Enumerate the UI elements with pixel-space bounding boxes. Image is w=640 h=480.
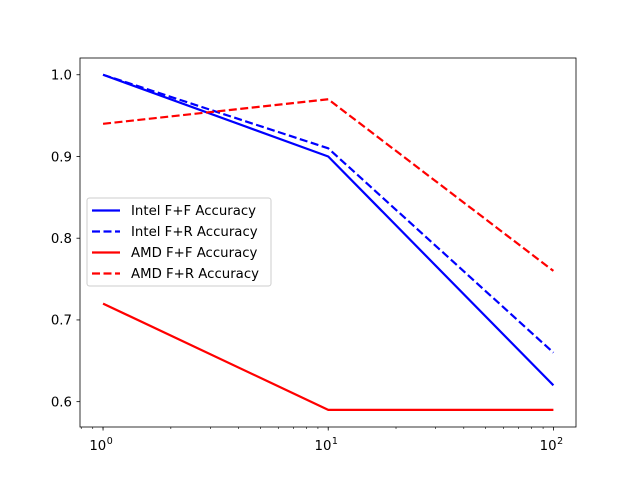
legend-label: AMD F+F Accuracy	[131, 246, 258, 261]
y-tick-label: 0.7	[51, 314, 72, 329]
x-tick-base: 10	[540, 439, 557, 454]
series-line-1	[102, 73, 555, 387]
y-axis-ticks: 0.6 0.7 0.8 0.9 1.0	[51, 69, 80, 410]
legend: Intel F+F Accuracy Intel F+R Accuracy AMD …	[86, 197, 272, 287]
legend-label: Intel F+R Accuracy	[131, 225, 258, 240]
x-tick-label: 102	[540, 436, 563, 454]
x-tick-base: 10	[314, 439, 331, 454]
legend-label: Intel F+F Accuracy	[131, 204, 256, 219]
series-layer	[102, 73, 555, 411]
series-line-4	[102, 98, 555, 272]
y-tick-label: 0.9	[51, 150, 72, 165]
legend-label: AMD F+R Accuracy	[131, 267, 259, 282]
y-tick-label: 1.0	[51, 69, 72, 84]
x-tick-exponent: 1	[332, 436, 338, 447]
series-line-3	[102, 302, 554, 411]
x-tick-label: 100	[89, 436, 112, 454]
y-tick-label: 0.8	[51, 232, 72, 247]
legend-box	[86, 197, 272, 287]
series-line-2	[102, 73, 555, 354]
x-tick-exponent: 2	[557, 436, 563, 447]
y-tick-label: 0.6	[51, 395, 72, 410]
x-axis-ticks: 100 101 102	[80, 427, 563, 454]
x-tick-label: 101	[314, 436, 337, 454]
x-tick-exponent: 0	[107, 436, 113, 447]
x-tick-base: 10	[89, 439, 106, 454]
